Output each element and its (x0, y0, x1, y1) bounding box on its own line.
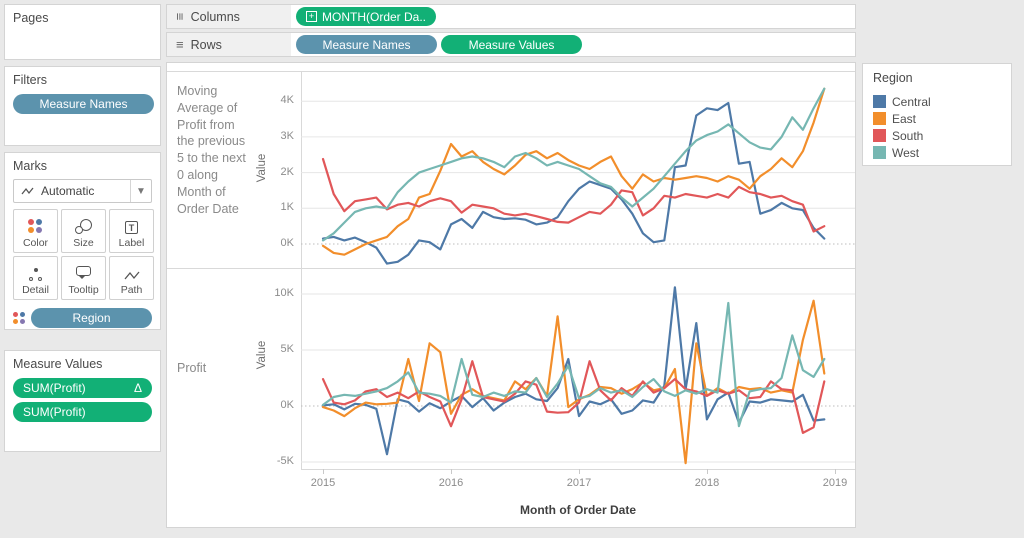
x-tick-mark (835, 469, 836, 474)
x-tick-label: 2017 (566, 477, 592, 489)
pages-shelf[interactable]: Pages (4, 4, 161, 60)
rows-shelf[interactable]: ≡ Rows Measure Names Measure Values (166, 32, 856, 57)
marks-card: Marks Automatic ▼ Color Size T Label (4, 152, 161, 330)
measure-values-pill-sum-profit-1[interactable]: SUM(Profit) Δ (13, 378, 152, 398)
rows-shelf-label: ≡ Rows (167, 33, 291, 56)
y-tick-label: 0K (280, 399, 294, 411)
series-line-south[interactable] (321, 360, 826, 434)
detail-button[interactable]: Detail (13, 256, 58, 300)
columns-shelf-label: ≡ Columns (167, 5, 291, 28)
x-tick-mark (579, 469, 580, 474)
x-tick-mark (707, 469, 708, 474)
size-icon (75, 219, 92, 234)
series-line-east[interactable] (321, 87, 826, 256)
series-line-central[interactable] (321, 286, 826, 456)
path-button[interactable]: Path (109, 256, 154, 300)
series-line-west[interactable] (321, 87, 826, 242)
pages-title: Pages (13, 11, 49, 25)
y-tick-label: 3K (280, 129, 294, 142)
color-button[interactable]: Color (13, 209, 58, 253)
profit-chart[interactable] (301, 269, 855, 469)
east-swatch (873, 112, 886, 125)
measure-values-card[interactable]: Measure Values SUM(Profit) Δ SUM(Profit) (4, 350, 161, 452)
row-divider (167, 71, 855, 72)
moving-average-chart[interactable] (301, 71, 855, 268)
row-label-profit: Profit (177, 361, 207, 375)
legend-item-west[interactable]: West (873, 144, 1011, 161)
marks-pill-region[interactable]: Region (31, 308, 152, 328)
rows-pill-measure-names[interactable]: Measure Names (296, 35, 437, 54)
y-tick-label: 4K (280, 94, 294, 107)
west-swatch (873, 146, 886, 159)
series-line-central[interactable] (321, 101, 826, 265)
measure-values-pill-sum-profit-2[interactable]: SUM(Profit) (13, 402, 152, 422)
central-swatch (873, 95, 886, 108)
y-tick-label: 1K (280, 201, 294, 214)
x-tick-mark (451, 469, 452, 474)
legend-item-south[interactable]: South (873, 127, 1011, 144)
x-axis-line (301, 469, 855, 470)
series-line-east[interactable] (321, 299, 826, 465)
tooltip-icon (75, 266, 92, 281)
filter-pill-label: Measure Names (39, 97, 128, 111)
x-tick-mark (323, 469, 324, 474)
filters-title: Filters (13, 73, 48, 87)
filter-pill-measure-names[interactable]: Measure Names (13, 94, 154, 114)
tooltip-button[interactable]: Tooltip (61, 256, 106, 300)
detail-icon (28, 268, 43, 281)
y-tick-label: 5K (280, 343, 294, 355)
y-tick-label: 10K (274, 287, 294, 299)
legend-item-central[interactable]: Central (873, 93, 1011, 110)
y-tick-label: 2K (280, 165, 294, 178)
x-tick-label: 2018 (694, 477, 720, 489)
label-icon: T (125, 221, 138, 234)
y-tick-label: 0K (280, 237, 294, 249)
series-line-south[interactable] (321, 157, 826, 233)
path-icon (124, 271, 139, 280)
columns-icon: ≡ (172, 12, 188, 21)
marks-buttons: Color Size T Label Detail Tooltip (13, 209, 154, 300)
region-color-legend: Region Central East South West (862, 63, 1012, 166)
legend-title: Region (873, 71, 913, 85)
columns-shelf[interactable]: ≡ Columns + MONTH(Order Da.. (166, 4, 856, 29)
color-encoding-icon (13, 311, 26, 325)
x-tick-label: 2016 (438, 477, 464, 489)
rows-pill-measure-values[interactable]: Measure Values (441, 35, 582, 54)
size-button[interactable]: Size (61, 209, 106, 253)
measure-values-title: Measure Values (13, 357, 103, 371)
mark-type-label: Automatic (41, 184, 95, 198)
x-axis-title: Month of Order Date (520, 503, 636, 517)
mark-type-dropdown[interactable]: Automatic ▼ (13, 179, 152, 203)
columns-pill-month-order-date[interactable]: + MONTH(Order Da.. (296, 7, 437, 26)
series-line-west[interactable] (321, 301, 826, 428)
filters-shelf[interactable]: Filters Measure Names (4, 66, 161, 146)
caret-down-icon[interactable]: ▼ (130, 180, 151, 202)
x-tick-label: 2019 (822, 477, 848, 489)
delta-table-calc-icon: Δ (133, 381, 142, 395)
legend-item-east[interactable]: East (873, 110, 1011, 127)
expand-hierarchy-icon[interactable]: + (306, 11, 317, 22)
row-divider (167, 268, 855, 269)
south-swatch (873, 129, 886, 142)
line-mark-icon (21, 187, 34, 195)
label-button[interactable]: T Label (109, 209, 154, 253)
y-axis-ticks: 0K 1K 2K 3K 4K -5K 0K 5K 10K (258, 63, 294, 527)
x-tick-label: 2015 (310, 477, 336, 489)
row-label-moving-average: Moving Average of Profit from the previo… (177, 84, 246, 216)
marks-title: Marks (13, 159, 48, 173)
worksheet-canvas: Moving Average of Profit from the previo… (166, 62, 856, 528)
y-axis-line (301, 71, 302, 469)
color-icon (28, 219, 43, 234)
y-tick-label: -5K (276, 455, 294, 467)
rows-icon: ≡ (176, 37, 184, 52)
